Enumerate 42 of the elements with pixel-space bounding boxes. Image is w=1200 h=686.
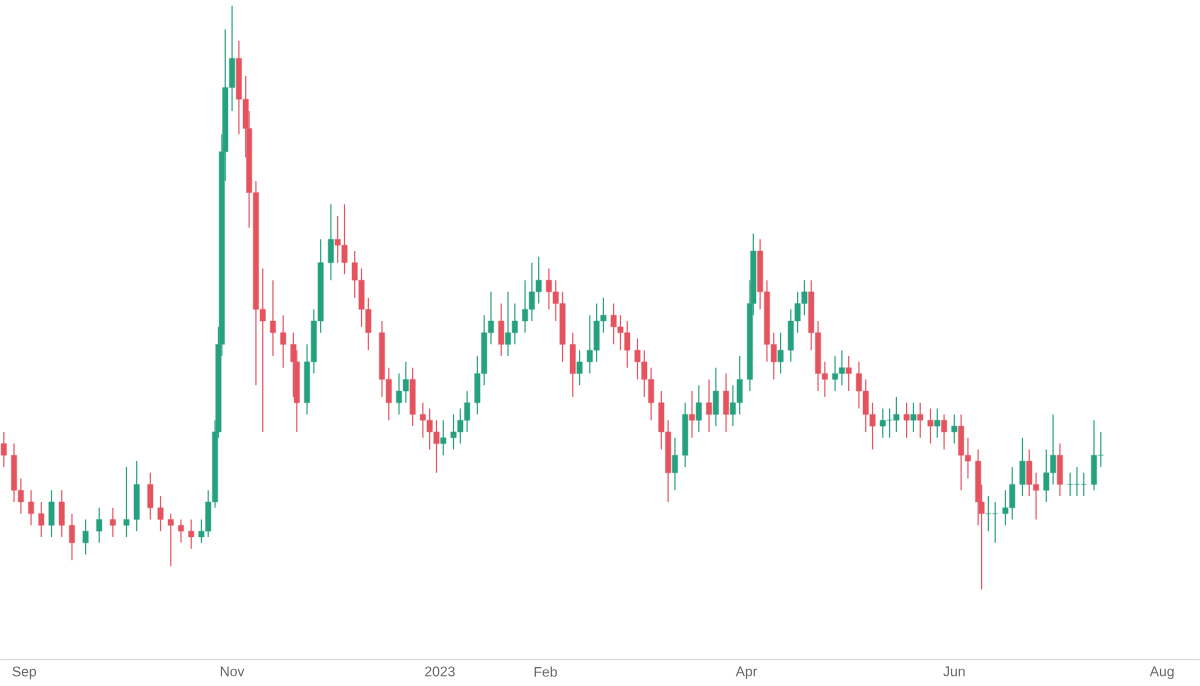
candlestick xyxy=(695,384,702,433)
candlestick xyxy=(958,413,965,491)
candlestick xyxy=(879,408,886,439)
candlestick xyxy=(610,302,617,346)
candlestick xyxy=(886,408,893,439)
candlestick xyxy=(903,402,910,439)
candlestick xyxy=(1057,443,1063,497)
candlestick xyxy=(1074,466,1080,497)
candlestick xyxy=(934,408,941,439)
candlestick xyxy=(689,390,695,439)
candlestick xyxy=(1091,419,1097,491)
candlestick xyxy=(951,413,958,445)
candlestick xyxy=(832,355,838,392)
candlestick xyxy=(48,489,55,538)
candlestick xyxy=(58,489,65,538)
candlestick xyxy=(1080,472,1087,497)
candlestick xyxy=(38,501,45,538)
candlestick xyxy=(188,518,195,550)
candlestick xyxy=(838,349,845,386)
candlestick xyxy=(498,302,505,357)
candlestick xyxy=(672,437,678,491)
candlestick xyxy=(941,413,948,451)
candlestick xyxy=(712,367,719,427)
candlestick xyxy=(682,402,689,468)
candlestick xyxy=(985,495,992,532)
candlestick xyxy=(893,396,900,433)
candlestick xyxy=(109,507,116,538)
candlestick xyxy=(723,373,729,433)
candlestick xyxy=(1067,472,1074,497)
candlestick xyxy=(82,518,89,556)
candlestick xyxy=(69,513,75,561)
candlestick xyxy=(505,291,511,357)
candlestick xyxy=(293,349,300,433)
candlestick xyxy=(845,355,852,392)
candlestick xyxy=(0,431,7,468)
candlestick xyxy=(706,378,712,433)
candlestick xyxy=(28,489,34,526)
candlestick xyxy=(96,507,103,544)
candlestick xyxy=(178,518,184,544)
candlestick xyxy=(910,402,917,433)
candlestick xyxy=(270,279,276,357)
candlestick xyxy=(992,501,999,544)
